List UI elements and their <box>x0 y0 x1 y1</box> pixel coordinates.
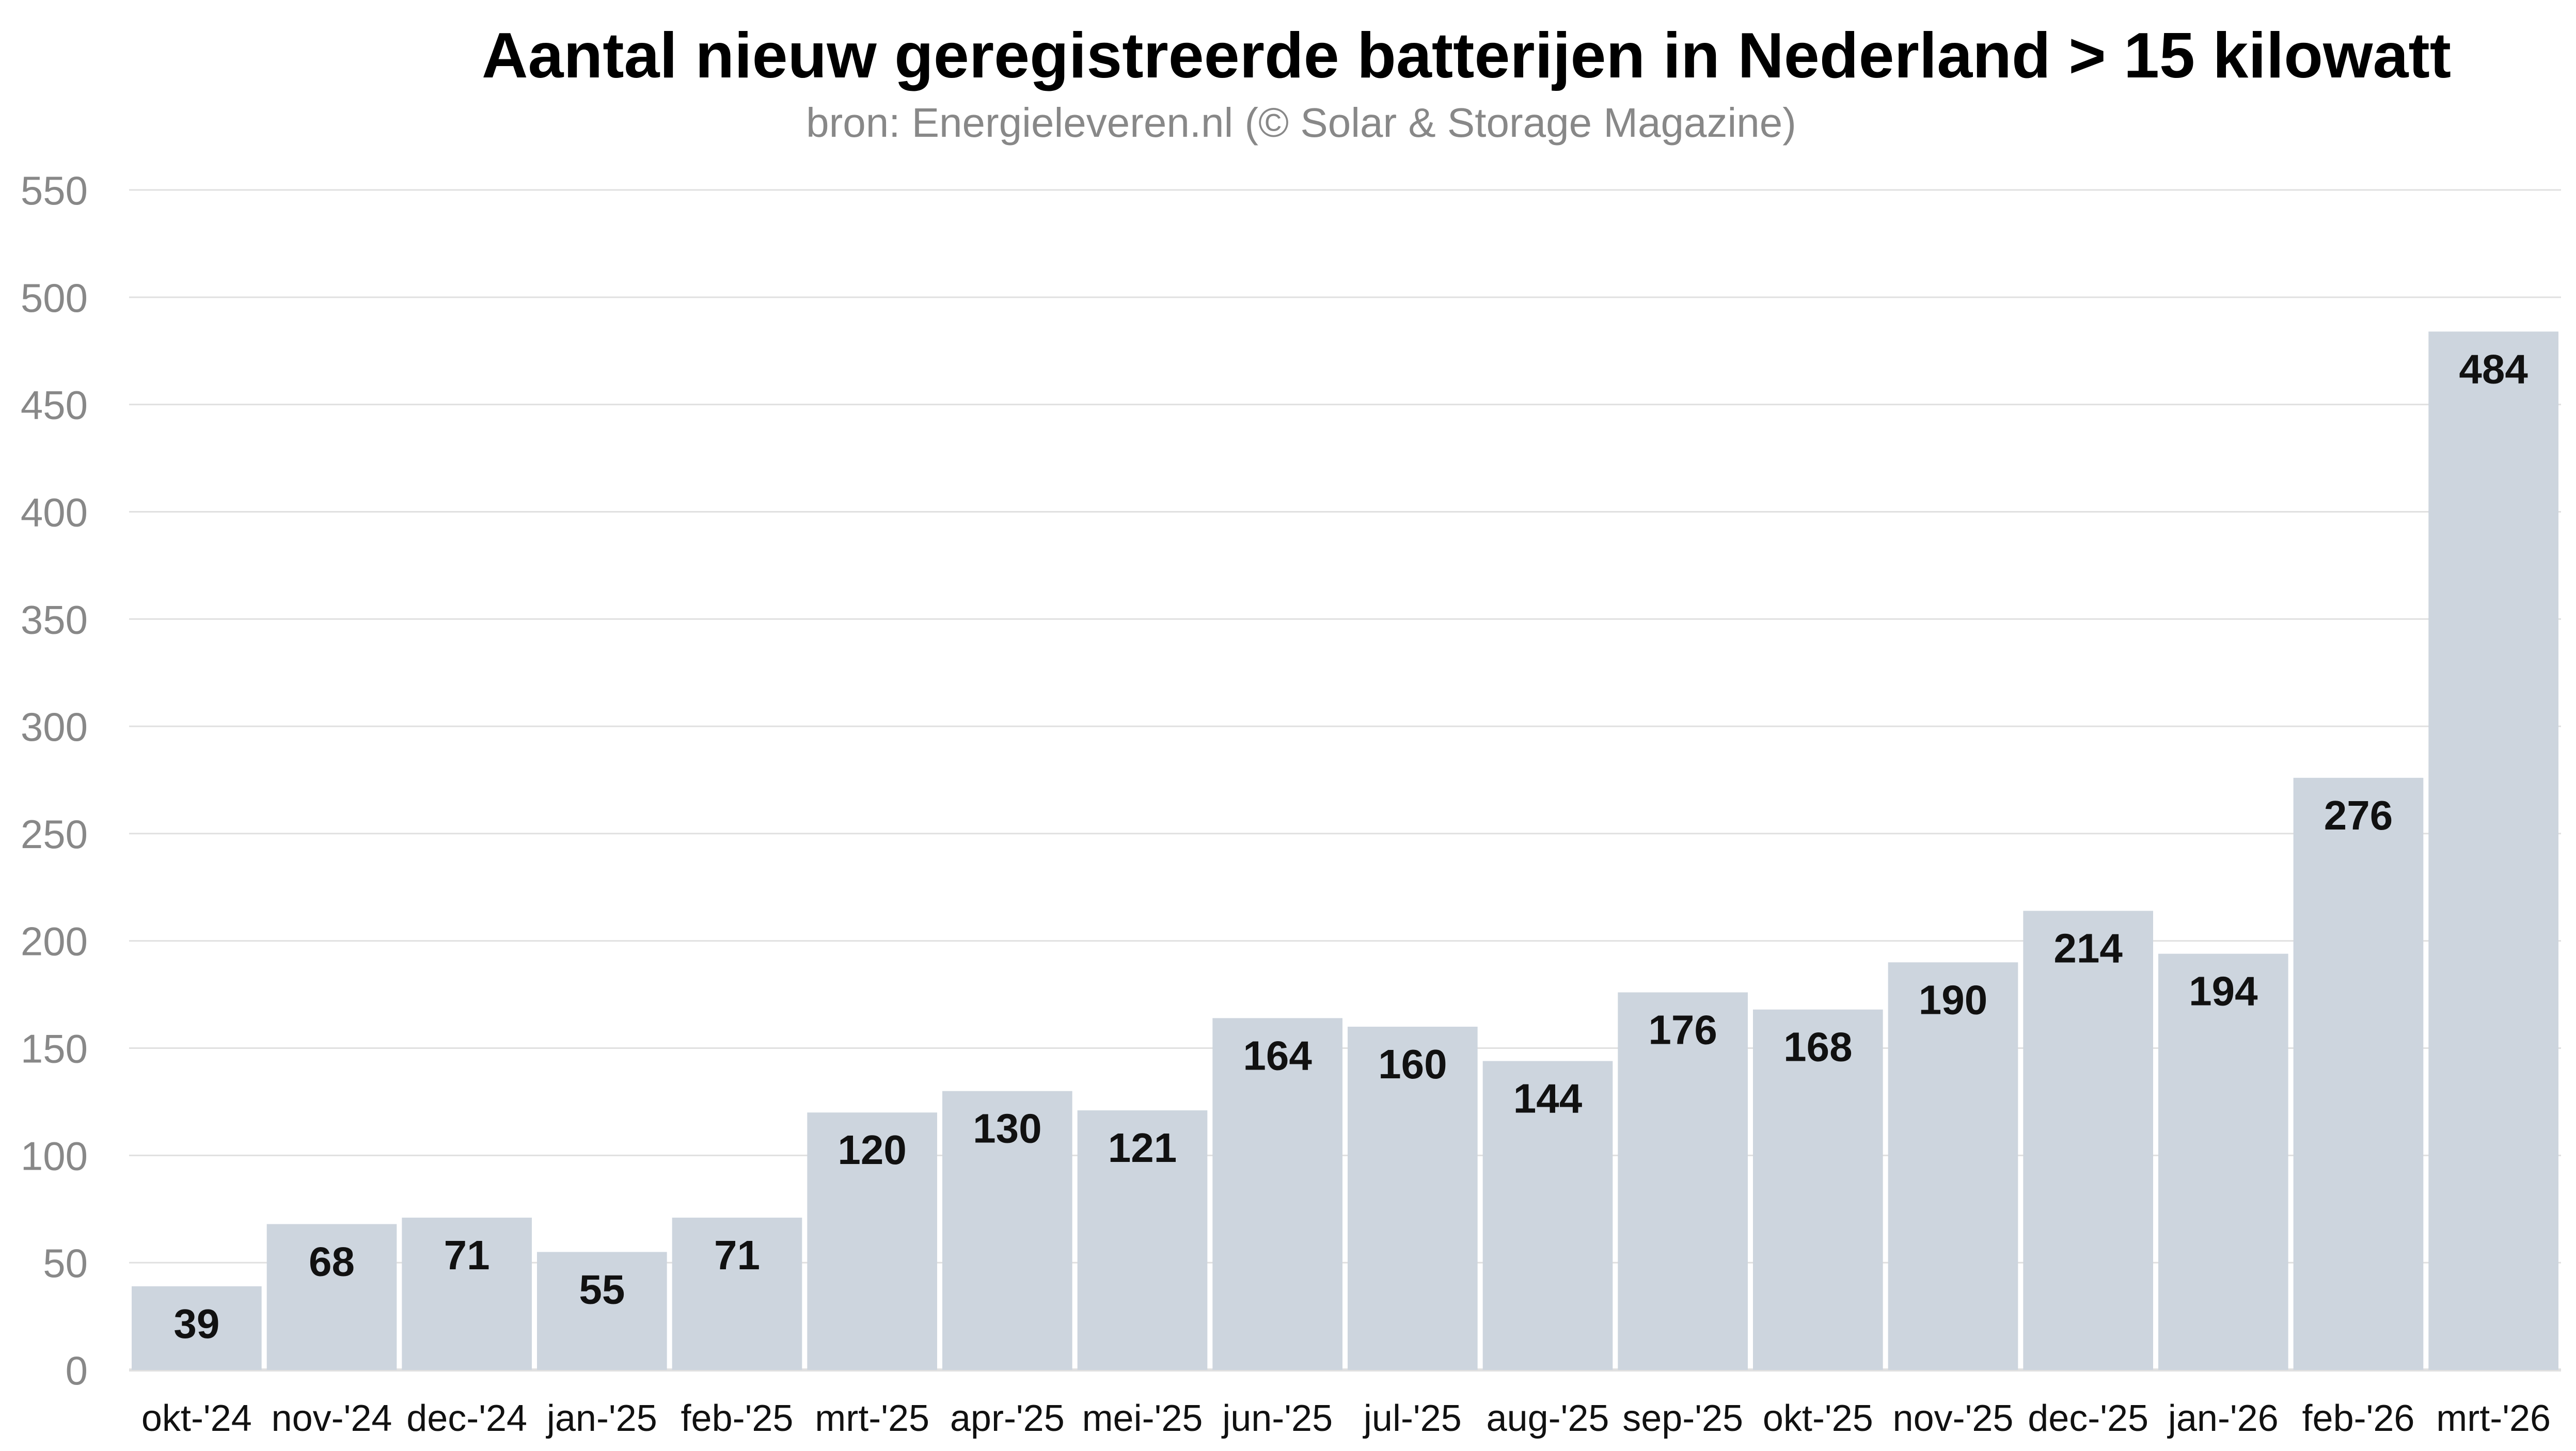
y-tick-label: 200 <box>21 919 88 964</box>
bar <box>1753 1009 1883 1370</box>
x-tick-label: jun-'25 <box>1221 1398 1333 1439</box>
y-tick-label: 350 <box>21 597 88 642</box>
bar <box>1212 1018 1342 1370</box>
x-tick-label: feb-'25 <box>681 1398 794 1439</box>
y-tick-label: 550 <box>21 168 88 213</box>
bar-value-label: 71 <box>714 1232 760 1278</box>
bar-value-label: 130 <box>973 1106 1041 1152</box>
x-tick-label: okt-'24 <box>141 1398 252 1439</box>
y-tick-label: 300 <box>21 704 88 750</box>
x-tick-label: aug-'25 <box>1487 1398 1609 1439</box>
bar <box>1482 1061 1613 1370</box>
bar-value-label: 120 <box>837 1127 906 1173</box>
bar <box>1348 1026 1478 1370</box>
y-tick-label: 450 <box>21 382 88 428</box>
x-tick-label: okt-'25 <box>1763 1398 1873 1439</box>
bar-value-label: 39 <box>173 1301 219 1347</box>
x-tick-label: nov-'24 <box>272 1398 392 1439</box>
bar-value-label: 55 <box>579 1266 625 1312</box>
x-tick-label: jan-'25 <box>546 1398 657 1439</box>
x-tick-label: mrt-'26 <box>2436 1398 2551 1439</box>
bar-value-label: 168 <box>1783 1024 1852 1070</box>
bar-value-label: 144 <box>1513 1075 1583 1121</box>
bar-value-label: 276 <box>2324 792 2393 838</box>
bar-value-label: 214 <box>2053 926 2123 971</box>
bar <box>1888 962 2018 1370</box>
bar <box>2293 777 2424 1370</box>
bar <box>942 1091 1072 1370</box>
bar-value-label: 194 <box>2189 968 2258 1014</box>
y-tick-label: 50 <box>43 1240 88 1286</box>
bar-value-label: 121 <box>1108 1125 1177 1171</box>
bar <box>672 1217 802 1370</box>
y-tick-label: 100 <box>21 1133 88 1178</box>
y-tick-label: 150 <box>21 1026 88 1072</box>
y-tick-label: 0 <box>66 1348 88 1393</box>
bar <box>807 1112 937 1370</box>
chart-title: Aantal nieuw geregistreerde batterijen i… <box>482 20 2451 91</box>
x-tick-label: nov-'25 <box>1893 1398 2014 1439</box>
bar <box>132 1286 262 1370</box>
bar <box>266 1224 397 1370</box>
bar <box>402 1217 532 1370</box>
bar-value-label: 484 <box>2459 346 2528 392</box>
bar <box>537 1252 667 1370</box>
bar-value-label: 190 <box>1919 977 1987 1023</box>
x-tick-label: jul-'25 <box>1363 1398 1462 1439</box>
bar-value-label: 160 <box>1378 1041 1447 1087</box>
chart-subtitle: bron: Energieleveren.nl (© Solar & Stora… <box>806 100 1796 146</box>
bar-value-label: 71 <box>444 1232 490 1278</box>
bar-value-label: 68 <box>309 1238 355 1284</box>
y-tick-label: 250 <box>21 811 88 857</box>
x-tick-label: mrt-'25 <box>815 1398 929 1439</box>
x-tick-label: jan-'26 <box>2167 1398 2279 1439</box>
x-tick-label: apr-'25 <box>950 1398 1065 1439</box>
bar <box>1618 992 1748 1370</box>
x-tick-label: sep-'25 <box>1622 1398 1743 1439</box>
x-tick-label: feb-'26 <box>2302 1398 2415 1439</box>
y-tick-label: 500 <box>21 275 88 321</box>
y-tick-label: 400 <box>21 489 88 535</box>
bar <box>2428 331 2558 1370</box>
x-tick-label: dec-'25 <box>2028 1398 2148 1439</box>
x-tick-label: dec-'24 <box>406 1398 527 1439</box>
bar <box>2158 953 2288 1370</box>
bar <box>1077 1110 1208 1370</box>
bar-value-label: 164 <box>1243 1032 1312 1078</box>
bar <box>2023 911 2153 1370</box>
bar-value-label: 176 <box>1648 1007 1717 1053</box>
x-tick-label: mei-'25 <box>1082 1398 1203 1439</box>
